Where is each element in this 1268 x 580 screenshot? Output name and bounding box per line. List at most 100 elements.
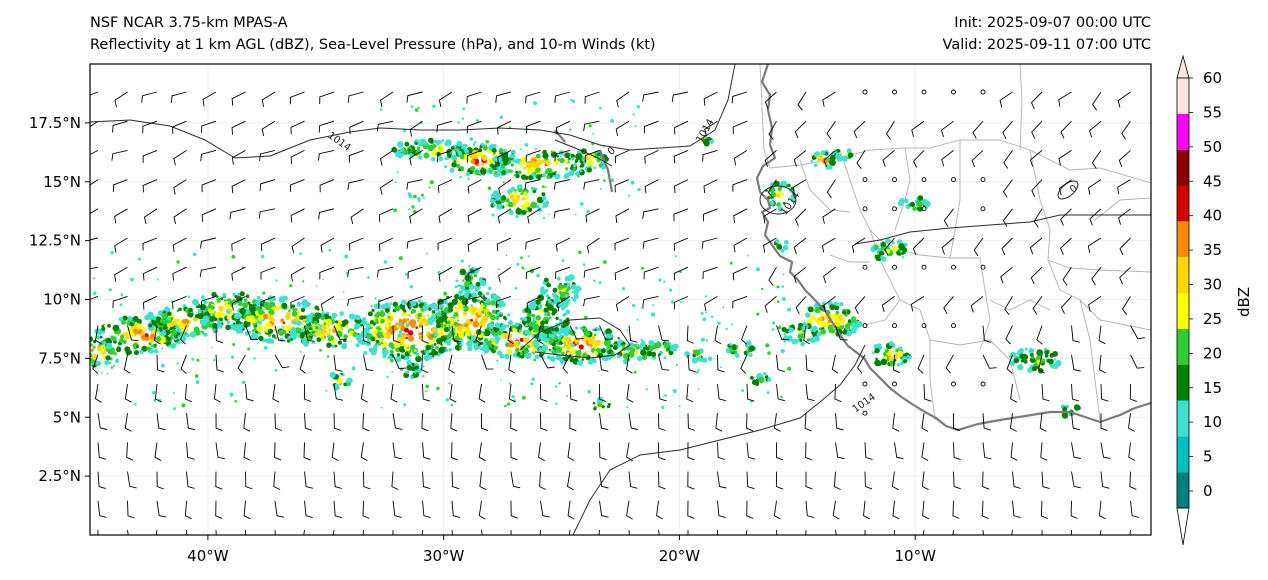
reflectivity-cell <box>1053 358 1057 361</box>
reflectivity-cell <box>542 196 547 201</box>
reflectivity-cell <box>82 353 87 358</box>
reflectivity-cell <box>264 338 269 343</box>
wind-barb <box>952 500 960 519</box>
reflectivity-cell <box>83 343 89 349</box>
reflectivity-cell <box>555 354 562 361</box>
reflectivity-cell <box>226 310 231 314</box>
reflectivity-cell <box>1016 352 1020 356</box>
wind-barb <box>1071 471 1081 489</box>
reflectivity-cell <box>370 305 373 308</box>
reflectivity-cell <box>516 262 520 266</box>
wind-barb <box>598 383 606 403</box>
reflectivity-cell <box>485 140 490 144</box>
wind-barb <box>803 325 810 345</box>
reflectivity-cell <box>148 323 153 328</box>
reflectivity-cell <box>1029 357 1036 363</box>
reflectivity-cell <box>172 392 175 395</box>
wind-barb <box>628 471 638 489</box>
reflectivity-cell <box>234 399 237 403</box>
reflectivity-cell <box>96 328 103 335</box>
reflectivity-cell <box>106 342 113 350</box>
reflectivity-cell <box>540 338 544 341</box>
wind-barb <box>90 179 99 186</box>
reflectivity-cell <box>81 349 87 355</box>
reflectivity-cell <box>580 160 583 164</box>
reflectivity-cell <box>222 292 227 297</box>
reflectivity-cell <box>441 314 448 320</box>
reflectivity-cell <box>144 314 150 321</box>
wind-barb <box>1088 120 1102 138</box>
colorbar-segment <box>1177 78 1189 114</box>
wind-barb <box>614 179 630 193</box>
reflectivity-cell <box>459 343 463 347</box>
reflectivity-cell <box>474 287 480 293</box>
wind-barb <box>215 442 225 460</box>
reflectivity-cell <box>251 332 258 339</box>
reflectivity-cell <box>521 266 525 270</box>
reflectivity-cell <box>515 215 519 219</box>
reflectivity-cell <box>387 312 391 316</box>
reflectivity-cell <box>361 320 368 326</box>
wind-barb <box>186 471 195 489</box>
fields-title: Reflectivity at 1 km AGL (dBZ), Sea-Leve… <box>90 37 656 53</box>
wind-barb <box>231 266 246 281</box>
reflectivity-cell <box>444 165 448 169</box>
wind-barb <box>319 91 335 105</box>
reflectivity-cell <box>479 347 483 351</box>
reflectivity-cell <box>296 301 302 307</box>
reflectivity-cell <box>580 163 585 168</box>
wind-barb <box>1060 296 1072 314</box>
reflectivity-cell <box>453 312 459 317</box>
reflectivity-cell <box>779 186 783 190</box>
reflectivity-cell <box>505 254 508 257</box>
reflectivity-cell <box>562 345 565 349</box>
reflectivity-cell <box>891 241 895 245</box>
reflectivity-cell <box>531 313 535 318</box>
reflectivity-cell <box>150 345 153 348</box>
reflectivity-cell <box>428 354 433 360</box>
reflectivity-cell <box>813 163 818 168</box>
reflectivity-cell <box>468 332 472 336</box>
reflectivity-cell <box>355 335 362 341</box>
reflectivity-cell <box>325 319 332 326</box>
wind-barb <box>379 91 394 108</box>
wind-barb <box>290 295 305 310</box>
reflectivity-cell <box>436 313 440 317</box>
reflectivity-cell <box>519 337 524 342</box>
reflectivity-cell <box>572 163 577 168</box>
wind-barb <box>1010 383 1018 403</box>
reflectivity-cell <box>695 370 700 374</box>
reflectivity-cell <box>575 159 579 163</box>
reflectivity-cell <box>438 315 441 318</box>
wind-barb <box>746 383 755 402</box>
reflectivity-cell <box>420 193 424 197</box>
reflectivity-cell <box>577 349 582 354</box>
wind-barb <box>259 179 276 191</box>
reflectivity-cell <box>301 338 309 345</box>
reflectivity-cell <box>617 354 621 359</box>
reflectivity-cell <box>408 194 413 199</box>
calm-wind-marker <box>951 264 956 270</box>
wind-barb <box>156 471 164 490</box>
wind-barb <box>92 354 99 374</box>
wind-barb <box>524 179 541 190</box>
wind-barb <box>626 354 633 374</box>
wind-barb <box>95 383 102 403</box>
wind-barb <box>569 413 577 432</box>
reflectivity-cell <box>563 336 566 339</box>
wind-barb <box>290 208 305 223</box>
wind-barb <box>775 471 784 490</box>
reflectivity-cell <box>581 335 588 343</box>
reflectivity-cell <box>511 395 515 399</box>
reflectivity-cell <box>370 324 374 328</box>
reflectivity-cell <box>90 336 93 343</box>
reflectivity-cell <box>502 154 509 161</box>
wind-barb <box>303 442 311 461</box>
reflectivity-cell <box>282 295 288 301</box>
reflectivity-cell <box>451 162 457 168</box>
reflectivity-cell <box>783 332 787 336</box>
reflectivity-cell <box>551 341 556 347</box>
wind-barb <box>274 442 282 461</box>
reflectivity-cell <box>162 326 167 330</box>
reflectivity-cell <box>541 286 545 289</box>
